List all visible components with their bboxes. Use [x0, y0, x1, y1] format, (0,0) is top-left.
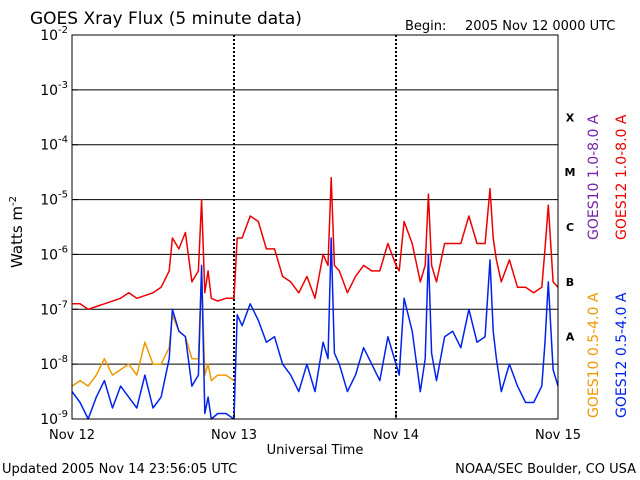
begin-label: Begin:	[405, 19, 446, 34]
flare-class-label: X	[566, 111, 575, 124]
y-tick-label: 10-5	[40, 190, 68, 209]
x-axis-label: Universal Time	[267, 443, 364, 458]
legend-goes10-long: GOES10 1.0-8.0 A	[586, 114, 602, 240]
flare-class-label: A	[566, 331, 575, 344]
y-tick-label: 10-4	[40, 135, 68, 154]
y-tick-label: 10-3	[40, 80, 68, 99]
series-line-goes12_long	[72, 176, 559, 311]
y-tick-label: 10-7	[40, 299, 68, 318]
legend-goes10-short: GOES10 0.5-4.0 A	[586, 292, 602, 418]
plot-frame	[71, 34, 559, 420]
flare-class-label: B	[566, 276, 574, 289]
legend-goes12-long: GOES12 1.0-8.0 A	[614, 114, 630, 240]
x-tick-label: Nov 14	[373, 428, 419, 443]
y-tick-label: 10-9	[40, 409, 68, 428]
x-tick-label: Nov 12	[49, 428, 95, 443]
y-tick-label: 10-2	[40, 25, 68, 44]
footer-updated: Updated 2005 Nov 14 23:56:05 UTC	[2, 462, 237, 477]
flare-class-label: C	[566, 221, 574, 234]
y-tick-label: 10-8	[40, 354, 68, 373]
series-line-goes12_short	[71, 237, 559, 420]
y-axis-label: Watts m-2	[8, 196, 26, 268]
flare-class-label: M	[565, 166, 576, 179]
x-tick-label: Nov 13	[211, 428, 257, 443]
begin-value: 2005 Nov 12 0000 UTC	[465, 19, 615, 34]
chart-title: GOES Xray Flux (5 minute data)	[30, 9, 302, 29]
legend-goes12-short: GOES12 0.5-4.0 A	[614, 292, 630, 418]
y-tick-label: 10-6	[40, 244, 68, 263]
footer-credit: NOAA/SEC Boulder, CO USA	[455, 462, 636, 477]
x-tick-label: Nov 15	[535, 428, 581, 443]
